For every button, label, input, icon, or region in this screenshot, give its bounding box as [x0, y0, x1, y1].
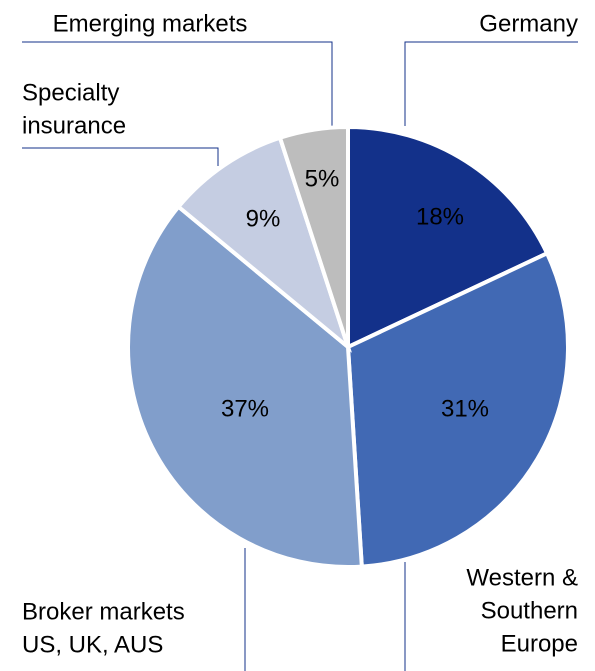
leader-line [404, 41, 578, 126]
value-label: 37% [221, 395, 269, 422]
pie-slice [175, 135, 353, 353]
category-label: Specialty [22, 79, 119, 106]
leader-lines [22, 41, 578, 671]
category-label: Germany [479, 10, 578, 37]
category-label: US, UK, AUS [22, 631, 163, 658]
value-label: 18% [416, 203, 464, 230]
value-label: 31% [441, 395, 489, 422]
leader-line [22, 147, 219, 166]
category-label: Broker markets [22, 598, 185, 625]
value-label: 9% [246, 205, 281, 232]
leader-line [22, 41, 333, 126]
category-label: Emerging markets [53, 10, 248, 37]
pie-slice [345, 250, 570, 569]
category-label: Europe [501, 630, 578, 657]
pie-slice [346, 124, 550, 351]
category-label: insurance [22, 112, 126, 139]
value-label: 5% [305, 165, 340, 192]
pie-slice [126, 203, 364, 569]
category-label: Western & [466, 564, 578, 591]
category-label: Southern [481, 597, 578, 624]
pie-slice [277, 124, 350, 348]
